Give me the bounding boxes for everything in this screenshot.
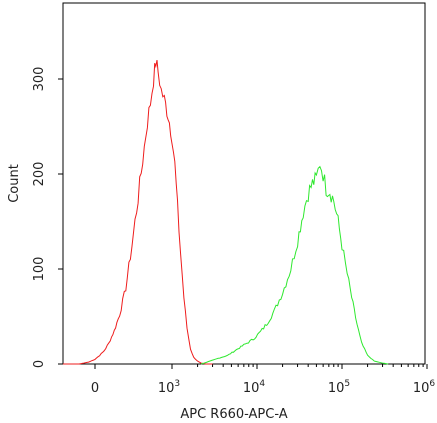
histogram-series-2 [200, 165, 389, 365]
x-tick-label: 104 [243, 379, 266, 396]
y-tick-label: 100 [32, 257, 47, 282]
x-axis: 0 103 104 105 106 [91, 364, 436, 396]
x-tick-label: 105 [328, 379, 350, 396]
y-axis: 0 100 200 300 [32, 67, 63, 368]
histogram-series-1 [63, 60, 213, 365]
plot-frame [62, 2, 426, 365]
y-axis-title: Count [7, 164, 22, 203]
x-axis-title: APC R660-APC-A [180, 407, 287, 422]
plot-area [62, 2, 426, 365]
series-layer [63, 60, 389, 365]
x-tick-label: 106 [413, 379, 436, 396]
x-tick-label: 103 [158, 379, 180, 396]
y-tick-label: 300 [32, 67, 47, 92]
x-tick-label: 0 [91, 381, 99, 396]
y-tick-label: 0 [32, 360, 47, 368]
y-tick-label: 200 [32, 162, 47, 187]
